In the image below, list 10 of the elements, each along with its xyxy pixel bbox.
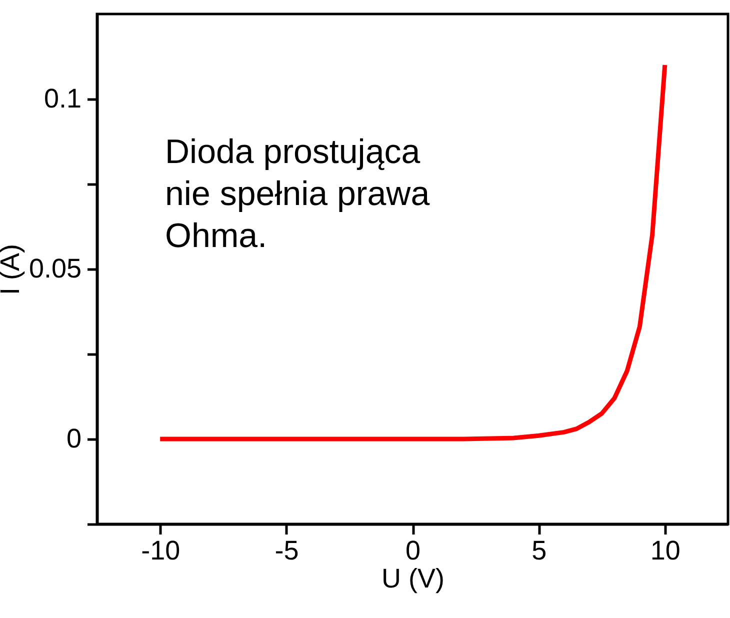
y-tick-label: 0.05 <box>28 254 82 284</box>
x-tick-label: 5 <box>532 536 547 566</box>
x-tick-label: 0 <box>405 536 421 566</box>
x-tick-label: 10 <box>650 536 680 566</box>
y-tick-label: 0 <box>66 424 82 454</box>
x-tick-label: -5 <box>274 536 299 566</box>
y-tick-label: 0.1 <box>44 84 82 114</box>
x-tick-label: -10 <box>141 536 180 566</box>
x-axis-title: U (V) <box>382 564 444 594</box>
annotation: Dioda prostująca nie spełnia prawa Ohma. <box>165 133 430 255</box>
